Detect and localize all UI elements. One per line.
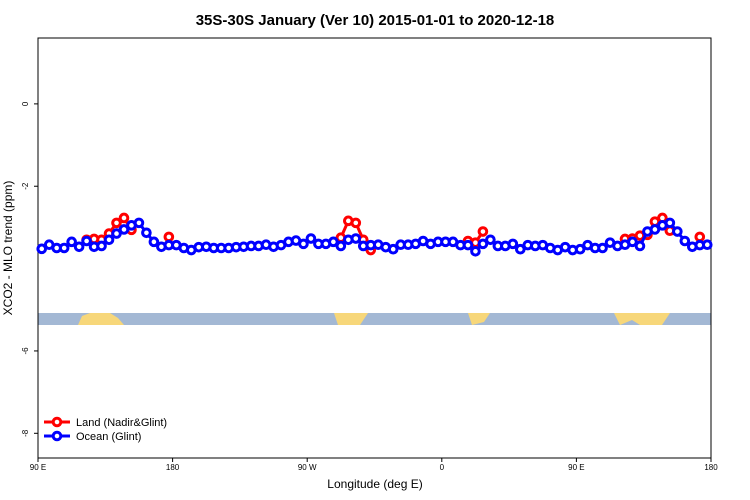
point bbox=[627, 236, 638, 248]
legend-label: Ocean (Glint) bbox=[76, 431, 141, 443]
point bbox=[305, 233, 317, 244]
point bbox=[462, 239, 474, 251]
point bbox=[118, 212, 130, 224]
x-tick-label: 180 bbox=[704, 463, 718, 472]
point bbox=[111, 228, 122, 239]
legend-marker bbox=[51, 416, 63, 428]
point bbox=[111, 217, 122, 229]
point bbox=[328, 236, 339, 248]
y-tick-label: -2 bbox=[21, 182, 30, 190]
point bbox=[597, 242, 608, 254]
point bbox=[477, 226, 489, 237]
x-tick-label: 90 E bbox=[30, 463, 46, 472]
x-tick-label: 90 W bbox=[298, 463, 317, 472]
point bbox=[81, 235, 92, 247]
point bbox=[96, 240, 107, 252]
point bbox=[485, 234, 496, 246]
point bbox=[73, 241, 85, 253]
point bbox=[649, 224, 661, 235]
point bbox=[477, 238, 489, 250]
point bbox=[103, 234, 115, 246]
point bbox=[66, 236, 77, 248]
point bbox=[36, 243, 48, 255]
y-tick-label: 0 bbox=[21, 101, 30, 106]
point bbox=[118, 224, 130, 235]
point bbox=[701, 239, 713, 251]
point bbox=[387, 243, 399, 255]
y-axis-label: XCO2 - MLO trend (ppm) bbox=[1, 181, 15, 316]
point bbox=[141, 227, 152, 239]
legend-marker bbox=[51, 430, 63, 442]
point bbox=[133, 217, 145, 229]
point bbox=[470, 245, 481, 257]
point bbox=[679, 235, 691, 247]
y-tick-label: -8 bbox=[21, 429, 30, 437]
x-axis-label: Longitude (deg E) bbox=[327, 477, 422, 491]
point bbox=[148, 236, 160, 248]
legend-label: Land (Nadir&Glint) bbox=[76, 417, 167, 429]
x-tick-label: 180 bbox=[166, 463, 180, 472]
point bbox=[350, 233, 362, 244]
point bbox=[634, 240, 646, 252]
y-tick-label: -6 bbox=[21, 347, 30, 355]
point bbox=[58, 242, 70, 254]
point bbox=[515, 243, 526, 255]
point bbox=[664, 217, 676, 229]
point bbox=[694, 231, 706, 243]
x-tick-label: 0 bbox=[440, 463, 445, 472]
point bbox=[574, 243, 586, 255]
point bbox=[672, 226, 683, 237]
x-tick-label: 90 E bbox=[568, 463, 584, 472]
point bbox=[163, 231, 175, 243]
point bbox=[298, 238, 309, 250]
land-strip bbox=[38, 313, 711, 325]
chart-title: 35S-30S January (Ver 10) 2015-01-01 to 2… bbox=[196, 12, 555, 29]
point bbox=[335, 240, 347, 252]
point bbox=[350, 217, 362, 229]
point bbox=[507, 238, 519, 250]
